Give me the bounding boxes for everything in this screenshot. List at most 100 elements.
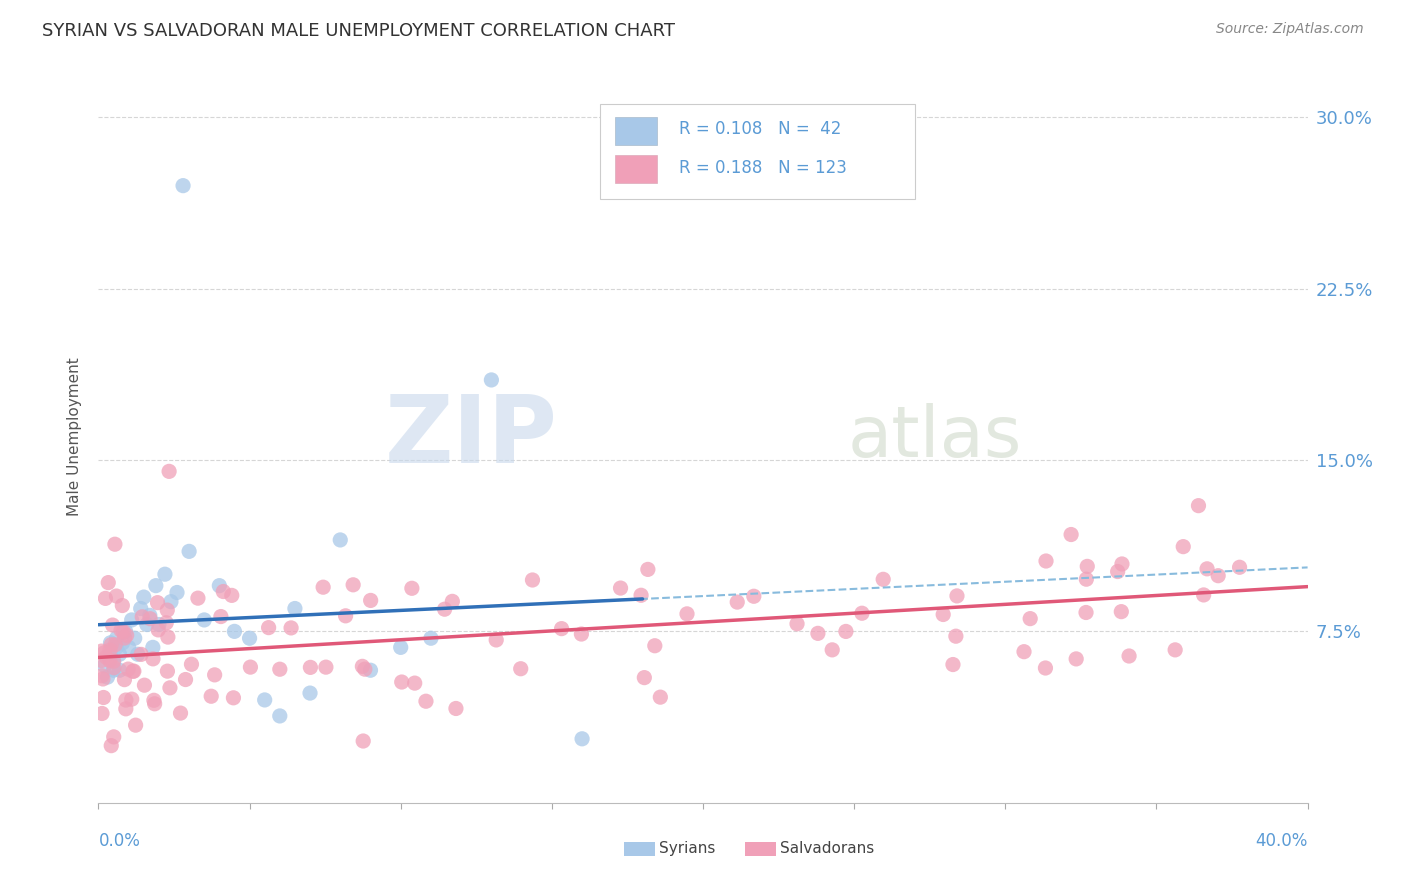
Point: [352, 659, 374, 673]
Point: [156, 664, 179, 678]
Point: [360, 663, 382, 677]
Point: [1019, 612, 1042, 626]
Point: [1060, 527, 1083, 541]
Point: [103, 654, 125, 668]
Point: [156, 603, 179, 617]
Point: [253, 693, 276, 707]
Point: [132, 590, 155, 604]
Point: [114, 631, 136, 645]
Point: [122, 665, 145, 679]
Point: [100, 638, 122, 652]
Point: [91, 706, 114, 721]
Text: Salvadorans: Salvadorans: [780, 841, 875, 856]
Point: [335, 608, 357, 623]
Text: R = 0.108   N =  42: R = 0.108 N = 42: [679, 120, 841, 138]
Point: [96, 650, 118, 665]
Point: [222, 690, 245, 705]
Text: 40.0%: 40.0%: [1256, 832, 1308, 850]
Point: [94, 591, 117, 606]
Point: [187, 591, 209, 606]
Point: [131, 609, 153, 624]
Point: [1111, 605, 1133, 619]
Point: [127, 647, 149, 661]
Point: [118, 640, 141, 655]
Point: [93, 658, 115, 673]
Text: R = 0.188   N = 123: R = 0.188 N = 123: [679, 159, 846, 177]
Text: SYRIAN VS SALVADORAN MALE UNEMPLOYMENT CORRELATION CHART: SYRIAN VS SALVADORAN MALE UNEMPLOYMENT C…: [42, 22, 675, 40]
Point: [90, 653, 112, 667]
Point: [98, 643, 121, 657]
Point: [209, 609, 232, 624]
Point: [637, 562, 659, 576]
Point: [146, 596, 169, 610]
Point: [179, 544, 201, 558]
Point: [208, 579, 231, 593]
Point: [522, 573, 544, 587]
Point: [111, 636, 134, 650]
Point: [103, 663, 125, 677]
Point: [121, 692, 143, 706]
Point: [1118, 648, 1140, 663]
Point: [134, 678, 156, 692]
Point: [1076, 559, 1098, 574]
Text: 0.0%: 0.0%: [98, 832, 141, 850]
Point: [112, 624, 135, 639]
Point: [224, 624, 246, 639]
Point: [389, 640, 412, 655]
Point: [509, 662, 531, 676]
Point: [444, 701, 467, 715]
Point: [153, 567, 176, 582]
Point: [644, 639, 666, 653]
Point: [550, 622, 572, 636]
Point: [851, 606, 873, 620]
Point: [129, 601, 152, 615]
Point: [115, 628, 138, 642]
Point: [441, 594, 464, 608]
Point: [1206, 568, 1229, 582]
Point: [1111, 557, 1133, 571]
Point: [180, 657, 202, 672]
Point: [145, 579, 167, 593]
Point: [415, 694, 437, 708]
Point: [114, 702, 136, 716]
Point: [481, 373, 503, 387]
Bar: [614, 155, 657, 183]
Point: [280, 621, 302, 635]
Point: [148, 623, 170, 637]
Point: [103, 730, 125, 744]
Text: Syrians: Syrians: [659, 841, 716, 856]
Point: [284, 601, 307, 615]
Point: [114, 624, 136, 639]
Point: [1035, 661, 1057, 675]
Point: [932, 607, 955, 622]
Point: [103, 661, 125, 675]
Point: [157, 464, 180, 478]
Point: [114, 673, 136, 687]
Point: [160, 595, 183, 609]
Point: [221, 588, 243, 602]
Point: [239, 632, 262, 646]
Point: [312, 580, 335, 594]
Point: [821, 643, 844, 657]
Point: [942, 657, 965, 672]
Point: [945, 629, 967, 643]
Point: [299, 686, 322, 700]
Point: [121, 613, 143, 627]
Point: [872, 572, 894, 586]
Point: [342, 578, 364, 592]
Point: [609, 581, 631, 595]
Point: [117, 662, 139, 676]
Point: [135, 617, 157, 632]
Point: [93, 690, 115, 705]
Point: [1076, 572, 1098, 586]
Point: [129, 648, 152, 662]
Point: [269, 709, 291, 723]
Point: [204, 668, 226, 682]
Point: [1164, 643, 1187, 657]
Point: [98, 653, 121, 667]
Point: [90, 669, 112, 683]
Point: [166, 585, 188, 599]
Bar: [745, 841, 776, 856]
Point: [172, 178, 194, 193]
Point: [108, 647, 131, 661]
